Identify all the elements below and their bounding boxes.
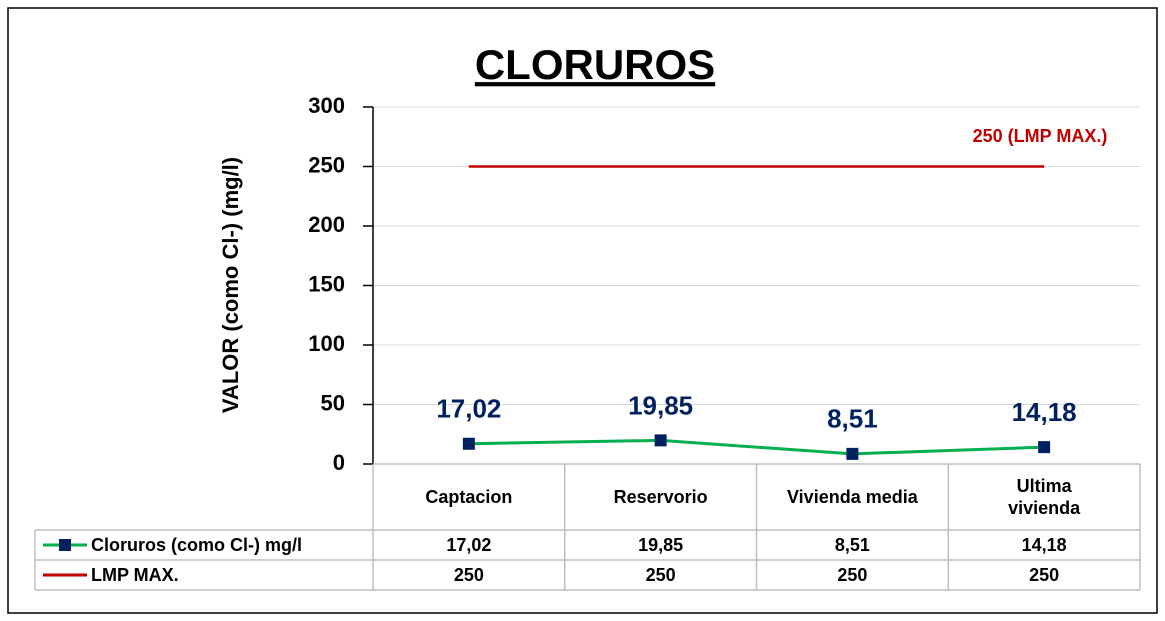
category-label: Vivienda media xyxy=(787,487,918,507)
category-label: Captacion xyxy=(425,487,513,507)
annotation: 250 (LMP MAX.) xyxy=(973,126,1108,146)
marker xyxy=(654,434,667,447)
table-value: 8,51 xyxy=(834,535,870,555)
category-label: Reservorio xyxy=(613,487,708,507)
table-value: 250 xyxy=(453,565,484,585)
legend-label: Cloruros (como Cl-) mg/l xyxy=(91,535,302,555)
chart-title: CLORUROS xyxy=(475,41,715,88)
y-axis-title: VALOR (como Cl-) (mg/l) xyxy=(218,157,243,413)
legend-marker xyxy=(59,539,71,551)
table-value: 17,02 xyxy=(446,535,492,555)
marker xyxy=(846,447,859,460)
data-label: 14,18 xyxy=(1012,397,1077,427)
y-tick-label: 250 xyxy=(308,152,345,177)
y-tick-label: 150 xyxy=(308,271,345,296)
y-tick-label: 0 xyxy=(333,450,345,475)
data-label: 19,85 xyxy=(628,390,693,420)
category-label: Ultima vivienda xyxy=(1008,476,1081,518)
y-tick-label: 300 xyxy=(308,93,345,118)
y-tick-label: 200 xyxy=(308,212,345,237)
chart-border xyxy=(7,7,1158,614)
marker xyxy=(462,437,475,450)
data-label: 17,02 xyxy=(436,394,501,424)
data-label: 8,51 xyxy=(827,404,878,434)
table-value: 250 xyxy=(645,565,676,585)
table-value: 19,85 xyxy=(638,535,684,555)
table-value: 250 xyxy=(1029,565,1060,585)
series-line xyxy=(468,438,1045,456)
legend-label: LMP MAX. xyxy=(91,565,179,585)
y-tick-label: 50 xyxy=(321,390,345,415)
table-value: 250 xyxy=(837,565,868,585)
marker xyxy=(1038,441,1051,454)
table-value: 14,18 xyxy=(1021,535,1067,555)
y-tick-label: 100 xyxy=(308,331,345,356)
